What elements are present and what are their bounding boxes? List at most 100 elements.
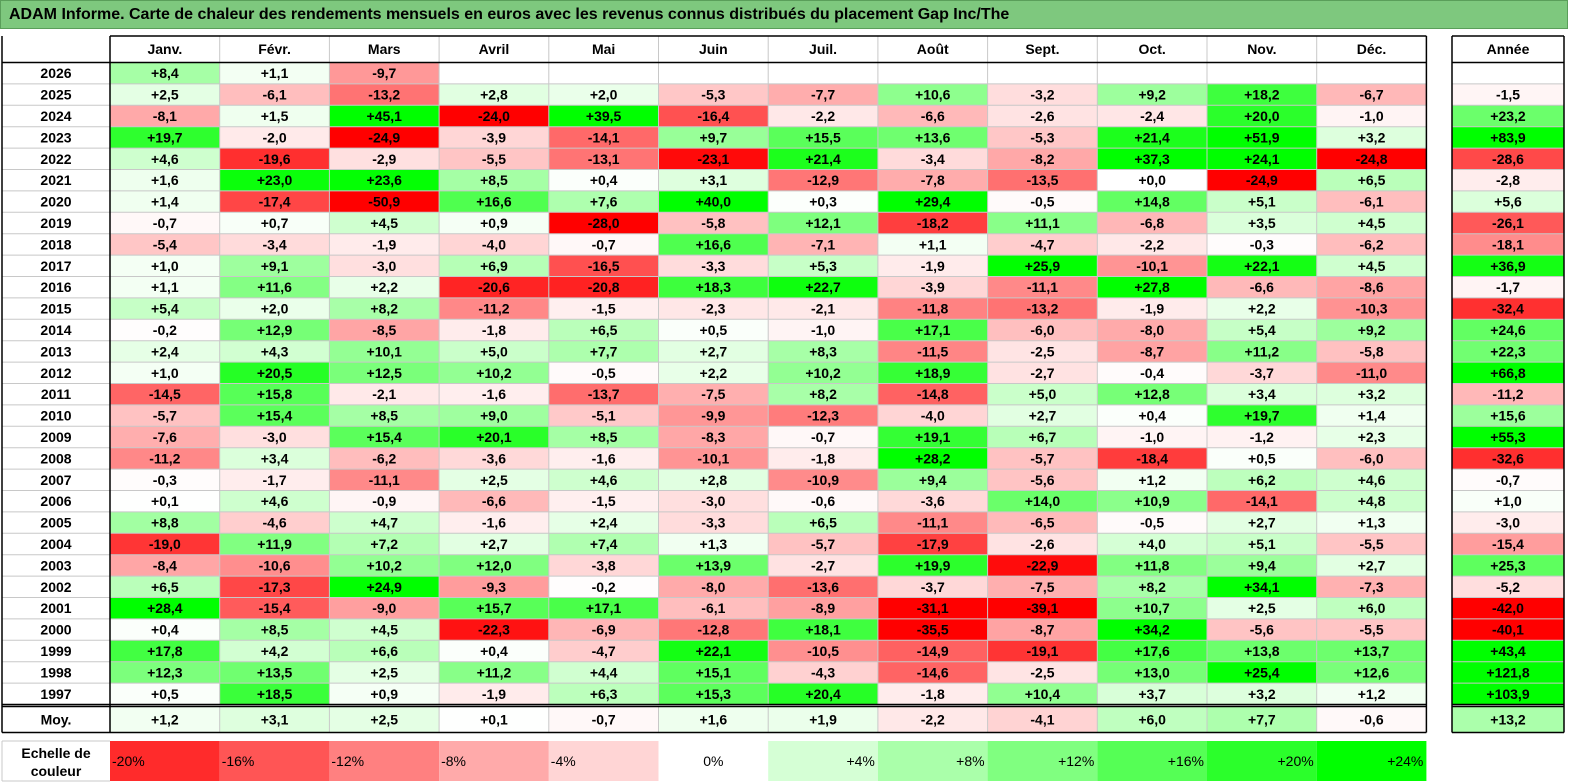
legend-swatch-10	[1097, 741, 1207, 781]
row-label-2025: 2025	[40, 87, 71, 103]
cell-value-2013-10: -8,7	[1140, 343, 1164, 359]
cell-value-2002-7: -13,6	[807, 579, 839, 595]
cell-value-2023-12: +3,2	[1358, 129, 1386, 145]
cell-2020-8	[877, 190, 988, 213]
cell-value-2021-3: +23,6	[367, 172, 403, 188]
cell-value-2019-6: -5,8	[701, 215, 725, 231]
annual-cell-2000	[1452, 618, 1564, 641]
cell-2025-11	[1207, 83, 1317, 106]
cell-value-1999-12: +13,7	[1354, 643, 1390, 659]
cell-value-2021-10: +0,0	[1138, 172, 1166, 188]
cell-2006-5	[548, 490, 659, 512]
cell-2026-6	[658, 62, 769, 84]
cell-2003-2	[219, 554, 330, 577]
row-label-2004: 2004	[40, 536, 71, 552]
cell-value-2015-7: -2,1	[811, 301, 835, 317]
annual-value-2005: -3,0	[1496, 515, 1520, 531]
cell-value-2020-1: +1,4	[151, 194, 179, 210]
cell-2011-7	[768, 383, 878, 405]
cell-value-2002-6: -8,0	[701, 579, 725, 595]
cell-value-2012-2: +20,5	[257, 365, 293, 381]
cell-2003-9	[987, 554, 1098, 577]
column-header-8: Août	[917, 41, 949, 57]
cell-value-2014-12: +9,2	[1358, 322, 1386, 338]
cell-1997-1	[110, 683, 220, 705]
row-label-2005: 2005	[40, 515, 71, 531]
cell-2020-1	[110, 190, 220, 213]
cell-2018-12	[1316, 233, 1427, 256]
cell-2009-7	[768, 426, 878, 448]
cell-2007-3	[329, 469, 440, 491]
cell-2010-12	[1316, 404, 1427, 427]
column-header-10: Oct.	[1139, 41, 1166, 57]
average-value-1: +1,2	[151, 712, 179, 728]
cell-1997-9	[987, 683, 1098, 705]
cell-value-2017-5: -16,5	[588, 258, 620, 274]
cell-2011-11	[1207, 383, 1317, 405]
cell-2001-2	[219, 597, 330, 619]
cell-2018-7	[768, 233, 878, 256]
cell-value-2013-4: +5,0	[480, 343, 508, 359]
cell-value-2021-6: +3,1	[700, 172, 728, 188]
cell-2018-3	[329, 233, 440, 256]
cell-value-2017-4: +6,9	[480, 258, 508, 274]
cell-value-2021-5: +0,4	[590, 172, 618, 188]
cell-2024-9	[987, 105, 1098, 127]
cell-value-2025-9: -3,2	[1030, 87, 1054, 103]
cell-value-2000-11: -5,6	[1250, 622, 1274, 638]
cell-value-2010-6: -9,9	[701, 408, 725, 424]
cell-value-2006-8: -3,6	[921, 493, 945, 509]
cell-value-2016-5: -20,8	[588, 279, 620, 295]
cell-value-2025-12: -6,7	[1359, 87, 1383, 103]
cell-value-2016-1: +1,1	[151, 279, 179, 295]
cell-value-2022-11: +24,1	[1244, 151, 1280, 167]
cell-value-2010-4: +9,0	[480, 408, 508, 424]
cell-value-2014-10: -8,0	[1140, 322, 1164, 338]
cell-value-1999-8: -14,9	[917, 643, 949, 659]
cell-2025-9	[987, 83, 1098, 106]
cell-value-1999-3: +6,6	[370, 643, 398, 659]
cell-value-1999-6: +22,1	[696, 643, 732, 659]
cell-value-2025-1: +2,5	[151, 87, 179, 103]
cell-value-2020-8: +29,4	[915, 194, 951, 210]
cell-value-2010-7: -12,3	[807, 408, 839, 424]
cell-value-2024-6: -16,4	[697, 108, 729, 124]
cell-2001-1	[110, 597, 220, 619]
cell-value-2015-2: +2,0	[261, 301, 289, 317]
row-label-2006: 2006	[40, 493, 71, 509]
cell-value-1998-12: +12,6	[1354, 664, 1390, 680]
cell-2020-7	[768, 190, 878, 213]
cell-value-2017-12: +4,5	[1358, 258, 1386, 274]
cell-2023-8	[877, 126, 988, 149]
cell-2019-7	[768, 212, 878, 234]
cell-value-2009-1: -7,6	[153, 429, 177, 445]
cell-2010-8	[877, 404, 988, 427]
cell-value-2023-11: +51,9	[1244, 129, 1280, 145]
cell-value-2006-10: +10,9	[1134, 493, 1170, 509]
cell-2024-2	[219, 105, 330, 127]
cell-1997-7	[768, 683, 878, 705]
cell-2010-6	[658, 404, 769, 427]
cell-value-1997-2: +18,5	[257, 686, 293, 702]
average-value-10: +6,0	[1138, 712, 1166, 728]
cell-2015-12	[1316, 297, 1427, 320]
cell-2005-10	[1097, 511, 1207, 534]
cell-2008-4	[439, 447, 549, 470]
annual-value-2004: -15,4	[1492, 536, 1524, 552]
cell-value-2022-4: -5,5	[482, 151, 506, 167]
cell-2025-12	[1316, 83, 1427, 106]
cell-2013-11	[1207, 340, 1317, 363]
average-value-3: +2,5	[370, 712, 398, 728]
cell-2015-7	[768, 297, 878, 320]
cell-value-2012-10: -0,4	[1140, 365, 1164, 381]
cell-2006-3	[329, 490, 440, 512]
cell-value-2022-2: -19,6	[259, 151, 291, 167]
cell-2013-5	[548, 340, 659, 363]
cell-2003-1	[110, 554, 220, 577]
cell-2001-6	[658, 597, 769, 619]
cell-value-2021-4: +8,5	[480, 172, 508, 188]
cell-value-2010-3: +8,5	[370, 408, 398, 424]
annual-value-2013: +22,3	[1490, 343, 1526, 359]
cell-2003-3	[329, 554, 440, 577]
cell-2020-12	[1316, 190, 1427, 213]
